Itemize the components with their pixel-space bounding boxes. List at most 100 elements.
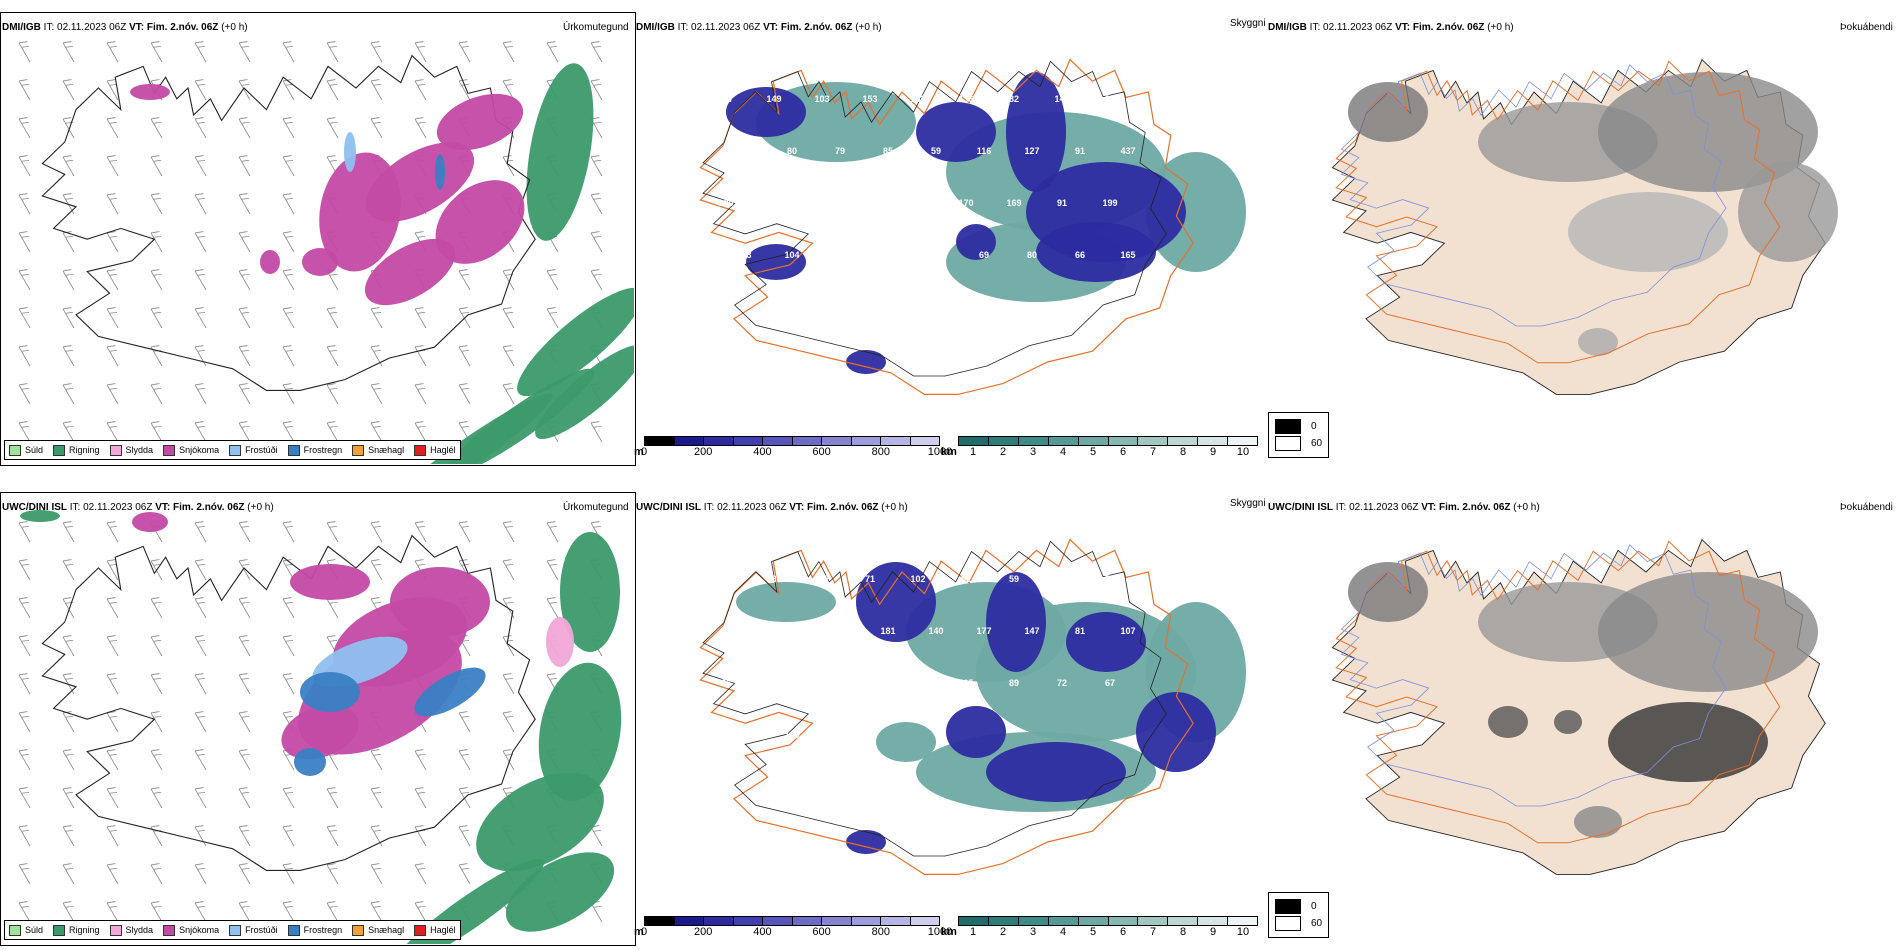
lead-time: (+0 h)	[881, 502, 908, 513]
it-label: IT:	[677, 22, 689, 33]
freezing-areas	[344, 132, 445, 190]
wind-barb-icon	[282, 521, 295, 543]
scale-tick-label: 3	[1029, 446, 1037, 458]
wind-barb-icon	[414, 749, 427, 771]
visibility-title: Skyggni	[1230, 498, 1266, 509]
wind-barb-icon	[370, 307, 383, 329]
cloud-base-value: 44	[817, 678, 827, 688]
scale-ticks: 1 2 3 4 5 6 7 8 9 10	[958, 446, 1258, 458]
legend-swatch	[414, 924, 427, 936]
cloud-base-value: 64	[769, 302, 779, 312]
wind-barb-icon	[106, 307, 119, 329]
visibility-map-bottom: 188 135 107 71 102 52 59 66 70 72 52 98 181 140 177 147…	[636, 492, 1266, 944]
precip-legend-item: Snæhagl	[352, 924, 404, 936]
cloud-base-value: 200	[718, 198, 733, 208]
cloud-base-value: 183	[910, 94, 925, 104]
fog-title: Þokuábendi	[1840, 502, 1893, 513]
cloud-base-value: 86	[913, 198, 923, 208]
road-network	[699, 58, 1194, 395]
scale-ticks: 0 200 400 600 800 1000	[641, 446, 952, 458]
fog-area	[1348, 82, 1428, 142]
scale-tick-label: 1	[969, 446, 977, 458]
legend-label: Frostúði	[245, 445, 278, 455]
wind-barb-icon	[414, 383, 427, 405]
wind-barb-icon	[458, 79, 471, 101]
wind-barb-icon	[414, 787, 427, 809]
wind-barb-icon	[106, 269, 119, 291]
wind-barb-icon	[150, 345, 163, 367]
precip-legend-item: Snjókoma	[163, 924, 219, 936]
cloud-base-value: 437	[1120, 146, 1135, 156]
wind-barb-icon	[282, 673, 295, 695]
wind-barb-icon	[150, 635, 163, 657]
cloud-base-value: 91	[1057, 198, 1067, 208]
color-step	[1048, 437, 1079, 445]
precip-type-panel-top	[0, 12, 636, 466]
wind-barb-icon	[62, 863, 75, 885]
it-label: IT:	[43, 22, 55, 33]
precip-legend-item: Haglél	[414, 924, 456, 936]
precip-type-map-svg-top	[18, 41, 634, 464]
fog-map-svg-bottom	[1331, 538, 1826, 875]
wind-barb-icon	[326, 901, 339, 923]
snow-area	[130, 84, 170, 100]
wind-barb-icon	[502, 383, 515, 405]
wind-barb-icon	[370, 787, 383, 809]
rain-area	[20, 510, 60, 522]
wind-barb-icon	[546, 597, 559, 619]
color-step	[988, 437, 1019, 445]
wind-barb-icon	[502, 711, 515, 733]
wind-barb-icon	[458, 749, 471, 771]
cloud-base-value: 89	[1009, 678, 1019, 688]
wind-barb-icon	[282, 901, 295, 923]
wind-barb-icon	[62, 383, 75, 405]
wind-barb-icon	[150, 383, 163, 405]
color-step	[1228, 917, 1258, 925]
wind-barb-icon	[238, 635, 251, 657]
cloud-base-value: 78	[913, 678, 923, 688]
wind-barb-icon	[282, 117, 295, 139]
wind-barb-icon	[238, 117, 251, 139]
cloud-base-value: 141	[1054, 94, 1069, 104]
wind-barb-icon	[18, 155, 31, 177]
wind-barb-icon	[414, 117, 427, 139]
cloud-base-value: 181	[880, 626, 895, 636]
cloud-base-areas	[726, 72, 1186, 374]
color-step	[1018, 437, 1049, 445]
wind-barb-icon	[106, 79, 119, 101]
scale-tick-label: 8	[1179, 446, 1187, 458]
scale-tick-label: 800	[871, 926, 890, 938]
cloud-base-area	[916, 102, 996, 162]
wind-barb-icon	[150, 307, 163, 329]
wind-barb-icon	[414, 41, 427, 63]
cloud-base-scale-bottom: 0 200 400 600 800 1000	[641, 916, 952, 938]
lead-time: (+0 h)	[855, 22, 882, 33]
wind-barb-icon	[194, 825, 207, 847]
cloud-base-value: 71	[865, 574, 875, 584]
visibility-scale-bottom: 1 2 3 4 5 6 7 8 9 10	[958, 916, 1258, 938]
precip-legend-item: Frostregn	[287, 444, 342, 456]
cloud-base-value: 177	[976, 626, 991, 636]
color-strip	[644, 916, 940, 926]
precip-legend-item: Slydda	[109, 924, 153, 936]
wind-barb-icon	[150, 597, 163, 619]
color-step	[1228, 437, 1258, 445]
cloud-base-value: 120	[928, 250, 943, 260]
color-step	[1198, 917, 1229, 925]
wind-barb-icon	[150, 269, 163, 291]
color-step	[733, 437, 763, 445]
cloud-base-value: 85	[883, 146, 893, 156]
header-fog-bottom: UWC/DINI ISL IT: 02.11.2023 06Z VT: Fim.…	[1268, 502, 1540, 513]
legend-swatch	[287, 924, 300, 936]
visibility-area	[876, 722, 936, 762]
legend-label: Súld	[25, 445, 44, 455]
precip-legend-bottom: Súld Rigning Slydda Snjókoma Frostúði Frostre…	[4, 920, 461, 940]
wind-barb-icon	[18, 635, 31, 657]
wind-barb-icon	[370, 901, 383, 923]
cloud-base-value: 66	[1057, 574, 1067, 584]
cloud-base-value: 188	[718, 574, 733, 584]
fog-map-bottom	[1268, 492, 1900, 944]
fog-scale-row: 0	[1275, 899, 1322, 914]
legend-swatch	[109, 444, 122, 456]
wind-barb-icon	[150, 421, 163, 443]
